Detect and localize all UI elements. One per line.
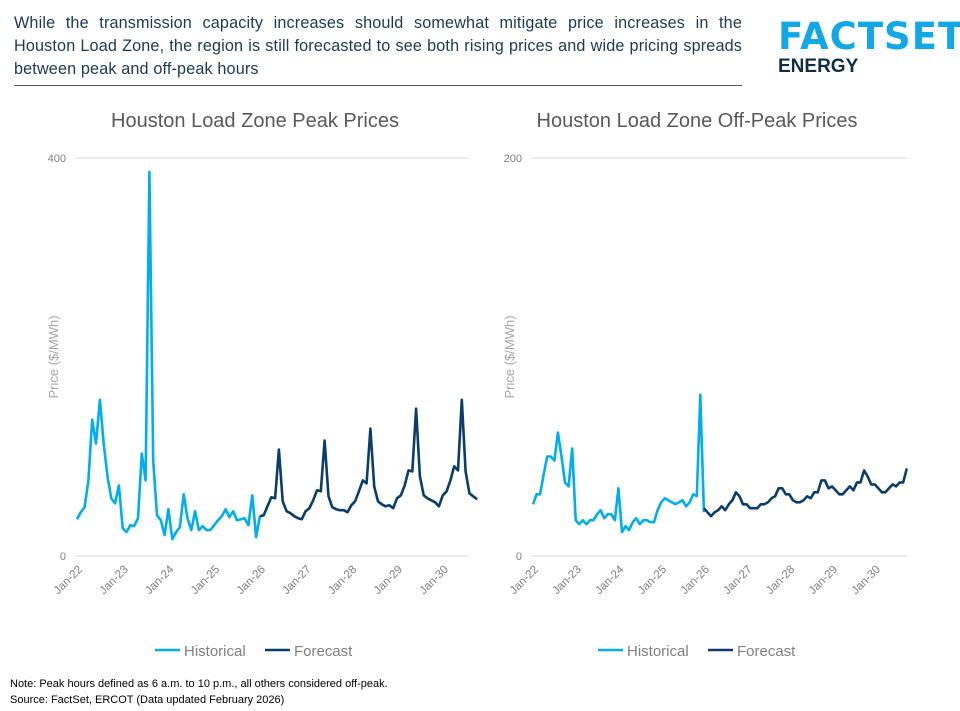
series-line-historical — [75, 170, 262, 541]
x-tick-label: Jan-29 — [372, 564, 405, 597]
y-tick-label: 400 — [48, 153, 66, 165]
y-axis-label: Price ($/MWh) — [502, 315, 517, 398]
series-line-historical — [531, 393, 706, 534]
x-tick-label: Jan-24 — [143, 563, 177, 597]
x-tick-label: Jan-30 — [850, 564, 883, 597]
x-tick-label: Jan-27 — [280, 564, 313, 597]
x-tick-label: Jan-23 — [97, 564, 130, 597]
x-tick-label: Jan-28 — [326, 564, 359, 597]
legend-label-forecast: Forecast — [737, 643, 796, 660]
x-tick-label: Jan-26 — [235, 564, 268, 597]
x-tick-label: Jan-22 — [508, 564, 541, 597]
y-tick-label: 200 — [504, 153, 522, 165]
logo-brand: FACTSET — [778, 15, 960, 58]
logo-sub: ENERGY — [778, 56, 859, 77]
x-tick-label: Jan-25 — [189, 564, 222, 597]
header-divider — [14, 85, 742, 86]
chart-title: Houston Load Zone Off-Peak Prices — [537, 110, 858, 132]
series-line-forecast — [702, 468, 909, 518]
y-tick-label: 0 — [516, 551, 522, 563]
legend-label-historical: Historical — [184, 643, 246, 660]
series-line-forecast — [259, 398, 478, 521]
chart-peak: Houston Load Zone Peak Prices 0 400 Price (… — [46, 110, 478, 660]
x-tick-label: Jan-30 — [418, 564, 451, 597]
chart-off-peak: Houston Load Zone Off-Peak Prices 0 200 Pri… — [502, 110, 909, 660]
headline: While the transmission capacity increase… — [14, 14, 742, 78]
y-axis-label: Price ($/MWh) — [46, 315, 61, 398]
legend: Historical Forecast — [598, 643, 796, 660]
x-tick-label: Jan-27 — [721, 564, 754, 597]
y-tick-label: 0 — [60, 551, 66, 563]
x-tick-label: Jan-26 — [679, 564, 712, 597]
x-tick-label: Jan-23 — [550, 564, 583, 597]
chart-title: Houston Load Zone Peak Prices — [111, 110, 399, 132]
x-tick-label: Jan-29 — [807, 564, 840, 597]
legend-label-historical: Historical — [627, 643, 689, 660]
x-tick-label: Jan-24 — [593, 563, 627, 597]
source-note: Source: FactSet, ERCOT (Data updated Feb… — [10, 694, 285, 706]
footnote: Note: Peak hours defined as 6 a.m. to 10… — [10, 678, 388, 690]
legend: Historical Forecast — [155, 643, 353, 660]
factset-energy-logo: FACTSET ENERGY — [778, 18, 960, 77]
legend-label-forecast: Forecast — [294, 643, 353, 660]
x-tick-label: Jan-28 — [764, 564, 797, 597]
x-tick-label: Jan-25 — [636, 564, 669, 597]
x-tick-label: Jan-22 — [52, 564, 85, 597]
